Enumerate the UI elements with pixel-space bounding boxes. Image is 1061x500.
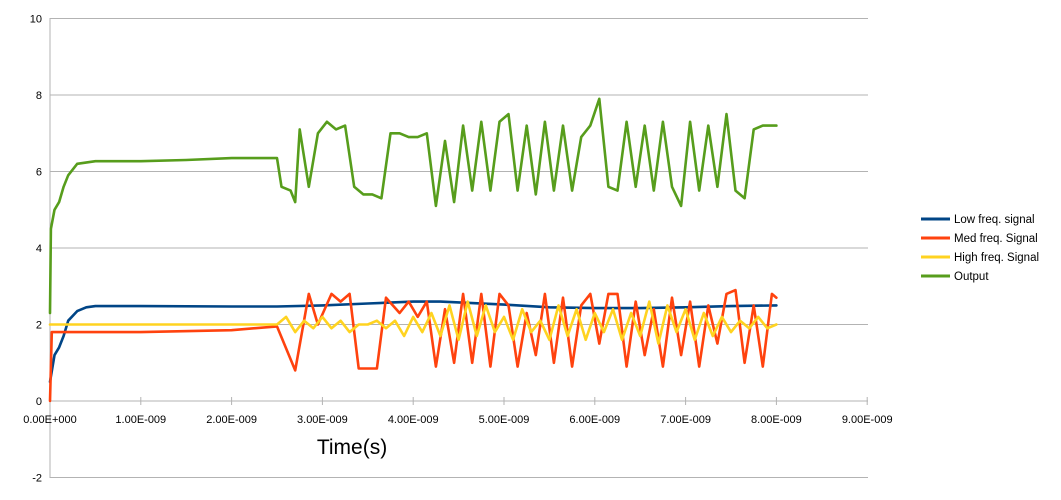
x-axis-ticks: 0.00E+000 1.00E-009 2.00E-009 3.00E-009 4.00… — [23, 397, 893, 426]
legend-label: High freq. Signal — [954, 252, 1039, 264]
y-axis-ticks: -2 0 2 4 6 8 10 — [30, 14, 42, 485]
y-tick-label: 6 — [36, 167, 42, 179]
y-tick-label: -2 — [32, 473, 42, 485]
x-tick-label: 7.00E-009 — [660, 414, 711, 426]
legend-label: Low freq. signal — [954, 214, 1035, 226]
series-line-4 — [48, 97, 778, 315]
x-tick-label: 3.00E-009 — [297, 414, 348, 426]
y-tick-label: 4 — [36, 243, 42, 255]
x-tick-label: 4.00E-009 — [388, 414, 439, 426]
x-tick-label: 9.00E-009 — [842, 414, 893, 426]
series-line-2 — [48, 288, 778, 403]
x-tick-label: 1.00E-009 — [115, 414, 166, 426]
y-tick-label: 8 — [36, 90, 42, 102]
legend: Low freq. signal Med freq. Signal High fre… — [921, 214, 1039, 283]
x-axis-title: Time(s) — [317, 436, 387, 459]
y-tick-label: 2 — [36, 320, 42, 332]
legend-label: Med freq. Signal — [954, 233, 1038, 245]
y-tick-label: 10 — [30, 14, 42, 26]
y-tick-label: 0 — [36, 396, 42, 408]
x-tick-label: 8.00E-009 — [751, 414, 802, 426]
series-line-1 — [48, 300, 778, 384]
x-tick-label: 6.00E-009 — [569, 414, 620, 426]
x-tick-label: 0.00E+000 — [23, 414, 77, 426]
x-tick-label: 5.00E-009 — [479, 414, 530, 426]
legend-label: Output — [954, 271, 989, 283]
series-line-3 — [48, 300, 778, 345]
x-tick-label: 2.00E-009 — [206, 414, 257, 426]
series-lines — [48, 97, 778, 403]
grid-lines — [50, 18, 868, 478]
